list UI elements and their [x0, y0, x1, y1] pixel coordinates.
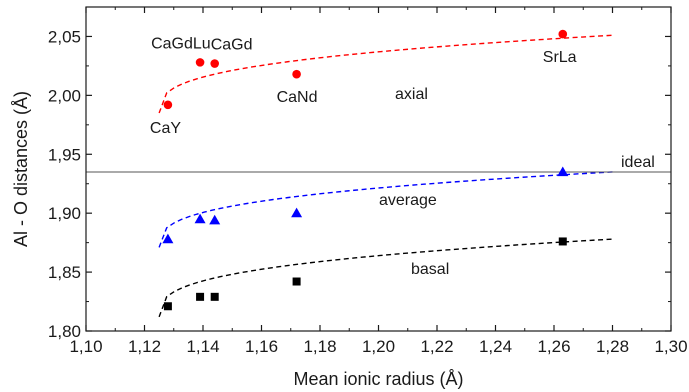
series-label-axial: axial	[395, 86, 428, 103]
x-tick-label: 1,16	[245, 337, 278, 356]
data-point-basal	[292, 277, 301, 286]
data-point-basal	[196, 292, 205, 301]
x-tick-label: 1,22	[420, 337, 453, 356]
x-tick-label: 1,24	[479, 337, 512, 356]
point-label-cand: CaNd	[277, 89, 318, 106]
data-point-average	[209, 214, 221, 225]
x-tick-label: 1,10	[69, 337, 102, 356]
y-tick-label: 2,05	[48, 27, 81, 46]
data-point-average	[194, 213, 206, 224]
ideal-label: ideal	[621, 154, 655, 171]
data-point-average	[291, 207, 303, 218]
x-tick-label: 1,26	[537, 337, 570, 356]
fit-curve-basal	[158, 238, 613, 318]
data-point-basal	[558, 237, 567, 246]
fit-curve-axial	[158, 34, 613, 114]
series-label-average: average	[379, 192, 437, 209]
data-point-average	[557, 166, 569, 177]
data-point-basal	[210, 292, 219, 301]
series-label-basal: basal	[411, 261, 449, 278]
x-tick-label: 1,20	[362, 337, 395, 356]
plot-border	[85, 6, 672, 332]
y-tick-label: 1,95	[48, 145, 81, 164]
point-label-cay: CaY	[150, 120, 181, 137]
data-point-axial	[558, 29, 568, 39]
data-point-average	[162, 233, 174, 244]
y-tick-label: 1,85	[48, 263, 81, 282]
x-tick-label: 1,18	[303, 337, 336, 356]
data-point-basal	[163, 302, 172, 311]
x-tick-label: 1,12	[128, 337, 161, 356]
x-tick-label: 1,14	[186, 337, 219, 356]
x-tick-label: 1,28	[596, 337, 629, 356]
point-label-srla: SrLa	[543, 49, 577, 66]
data-point-axial	[292, 69, 301, 79]
y-axis-title: Al - O distances (Å)	[11, 91, 31, 247]
point-label-cagd: CaGd	[211, 37, 253, 54]
y-tick-label: 1,90	[48, 204, 81, 223]
point-label-cagdlu: CaGdLu	[151, 35, 211, 52]
fit-curve-average	[158, 171, 613, 248]
x-axis-title: Mean ionic radius (Å)	[293, 369, 463, 389]
data-point-axial	[163, 100, 173, 110]
y-tick-label: 1,80	[48, 322, 81, 341]
x-tick-label: 1,30	[654, 337, 687, 356]
fit-curves	[158, 34, 613, 318]
axis-ticks: 1,10 1,12 1,14 1,16 1,18 1,20 1,22 1,24 1,26 1,28…	[48, 6, 688, 356]
data-point-axial	[210, 59, 219, 68]
y-tick-label: 2,00	[48, 86, 81, 105]
data-point-axial	[195, 58, 205, 67]
plot-frame	[85, 6, 672, 332]
data-points	[162, 29, 569, 311]
